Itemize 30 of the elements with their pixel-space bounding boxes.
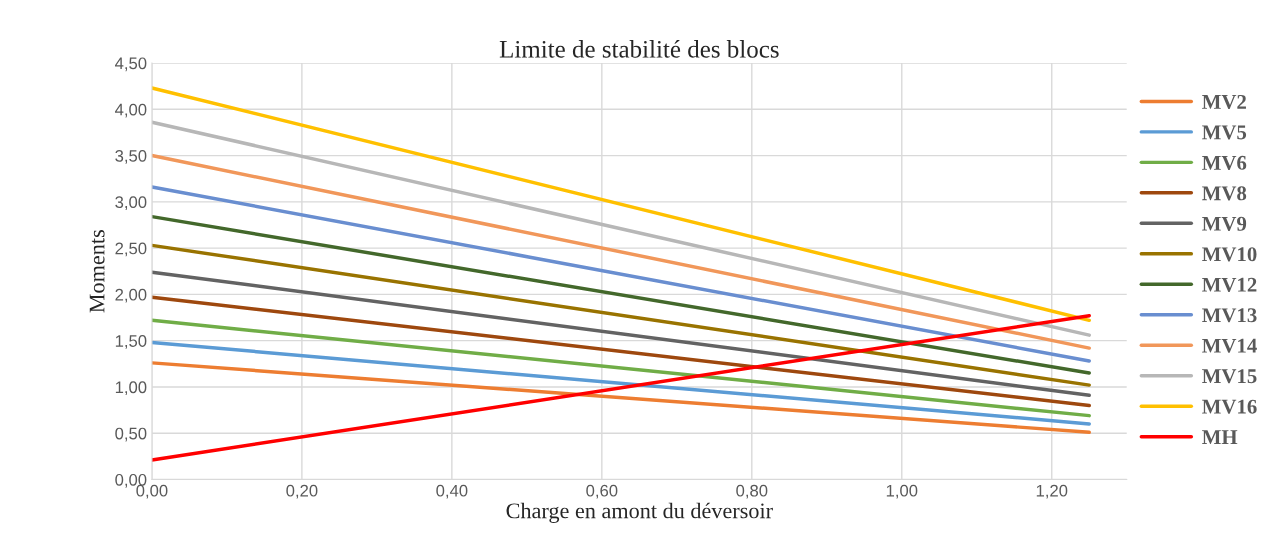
y-tick-label: 4,00 bbox=[115, 103, 147, 118]
y-tick-label: 4,50 bbox=[115, 57, 147, 72]
legend-label: MV2 bbox=[1202, 94, 1246, 110]
x-tick-label: 0,40 bbox=[436, 484, 468, 499]
legend-label: MV15 bbox=[1202, 369, 1257, 384]
y-tick-label: 0,50 bbox=[115, 427, 147, 442]
x-tick-label: 0,20 bbox=[286, 484, 318, 499]
chart-title: Limite de stabilité des blocs bbox=[499, 40, 779, 58]
x-tick-label: 1,20 bbox=[1036, 484, 1068, 499]
y-tick-label: 3,00 bbox=[115, 196, 147, 211]
legend-label: MV9 bbox=[1202, 216, 1247, 231]
x-tick-label: 1,00 bbox=[886, 484, 918, 499]
legend-label: MV5 bbox=[1202, 125, 1247, 140]
legend-label: MH bbox=[1202, 430, 1238, 444]
x-tick-label: 0,80 bbox=[736, 484, 768, 499]
legend-label: MV14 bbox=[1202, 338, 1257, 353]
y-tick-label: 2,50 bbox=[115, 242, 147, 257]
y-tick-label: 2,00 bbox=[115, 288, 147, 303]
legend-label: MV8 bbox=[1202, 186, 1247, 201]
legend-label: MV16 bbox=[1202, 399, 1257, 414]
y-tick-label: 1,00 bbox=[115, 381, 147, 396]
legend-label: MV13 bbox=[1202, 308, 1257, 323]
y-tick-label: 3,50 bbox=[115, 149, 147, 164]
x-tick-label: 0,60 bbox=[586, 484, 618, 499]
legend-label: MV10 bbox=[1202, 247, 1257, 262]
y-axis-title: Moments bbox=[89, 230, 105, 313]
y-tick-label: 1,50 bbox=[115, 335, 147, 349]
legend-label: MV6 bbox=[1202, 155, 1247, 170]
legend-label: MV12 bbox=[1202, 277, 1257, 292]
x-axis-title: Charge en amont du déversoir bbox=[506, 502, 773, 523]
